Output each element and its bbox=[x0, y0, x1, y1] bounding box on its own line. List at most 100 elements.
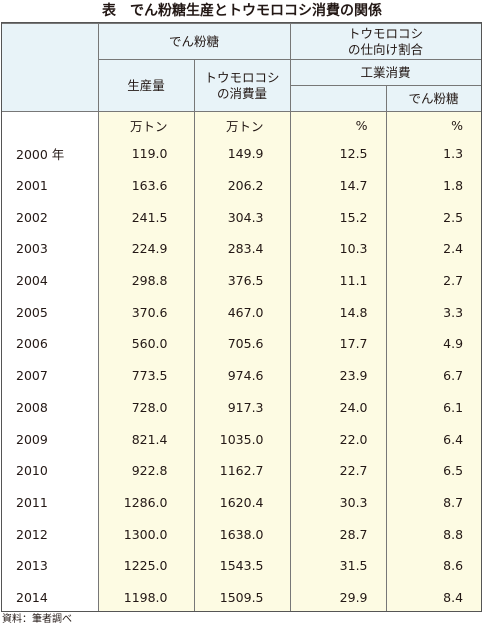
table-row: 2009 821.4 1035.0 22.0 6.4 bbox=[2, 423, 481, 455]
production-cell: 773.5 bbox=[97, 359, 194, 392]
corn-cell: 1162.7 bbox=[193, 454, 291, 487]
unit-starch-share: % bbox=[385, 111, 481, 138]
year-cell: 2008 bbox=[2, 391, 98, 424]
starch-share-cell: 1.3 bbox=[385, 138, 481, 170]
corn-cell: 467.0 bbox=[193, 296, 291, 329]
table-row: 2011 1286.0 1620.4 30.3 8.7 bbox=[2, 486, 481, 519]
production-cell: 1198.0 bbox=[97, 581, 194, 611]
starch-share-cell: 4.9 bbox=[385, 328, 481, 360]
year-cell: 2005 bbox=[2, 296, 98, 329]
corn-cell: 1509.5 bbox=[193, 581, 291, 611]
year-cell: 2014 bbox=[2, 581, 98, 611]
industrial-cell: 11.1 bbox=[289, 264, 387, 297]
industrial-cell: 15.2 bbox=[289, 201, 387, 234]
corn-cell: 1543.5 bbox=[193, 549, 291, 582]
year-cell: 2006 bbox=[2, 328, 98, 360]
table-row: 2010 922.8 1162.7 22.7 6.5 bbox=[2, 454, 481, 487]
industrial-cell: 30.3 bbox=[289, 486, 387, 519]
table-row: 2006 560.0 705.6 17.7 4.9 bbox=[2, 328, 481, 360]
data-table: でん粉糖 トウモロコシ の仕向け割合 生産量 トウモロコシ の消費量 工業消費 … bbox=[2, 23, 481, 611]
table-row: 2005 370.6 467.0 14.8 3.3 bbox=[2, 296, 481, 329]
production-cell: 922.8 bbox=[97, 454, 194, 487]
unit-corn: 万トン bbox=[193, 111, 291, 138]
header-industrial-total bbox=[289, 85, 387, 112]
header-corn-consumption: トウモロコシ の消費量 bbox=[193, 59, 291, 112]
table-header: でん粉糖 トウモロコシ の仕向け割合 生産量 トウモロコシ の消費量 工業消費 … bbox=[2, 23, 481, 112]
industrial-cell: 31.5 bbox=[289, 549, 387, 582]
production-cell: 163.6 bbox=[97, 169, 194, 202]
table-row: 2001 163.6 206.2 14.7 1.8 bbox=[2, 169, 481, 202]
header-industrial: 工業消費 bbox=[289, 59, 481, 86]
year-cell: 2000 年 bbox=[2, 138, 98, 170]
year-cell: 2004 bbox=[2, 264, 98, 297]
starch-share-cell: 6.1 bbox=[385, 391, 481, 424]
year-cell: 2013 bbox=[2, 549, 98, 582]
production-cell: 821.4 bbox=[97, 423, 194, 455]
table-row: 2002 241.5 304.3 15.2 2.5 bbox=[2, 201, 481, 234]
production-cell: 1286.0 bbox=[97, 486, 194, 519]
unit-production: 万トン bbox=[97, 111, 194, 138]
units-row: 万トン 万トン % % bbox=[2, 111, 481, 138]
header-group-corn-share: トウモロコシ の仕向け割合 bbox=[289, 23, 481, 60]
year-cell: 2009 bbox=[2, 423, 98, 455]
year-cell: 2003 bbox=[2, 233, 98, 265]
corn-cell: 1620.4 bbox=[193, 486, 291, 519]
header-group-corn-share-line1: トウモロコシ bbox=[348, 25, 424, 41]
header-production: 生産量 bbox=[97, 59, 195, 112]
corn-cell: 376.5 bbox=[193, 264, 291, 297]
corn-cell: 149.9 bbox=[193, 138, 291, 170]
starch-share-cell: 6.7 bbox=[385, 359, 481, 392]
production-cell: 728.0 bbox=[97, 391, 194, 424]
table-row: 2014 1198.0 1509.5 29.9 8.4 bbox=[2, 581, 481, 611]
industrial-cell: 23.9 bbox=[289, 359, 387, 392]
units-year bbox=[2, 111, 98, 138]
corn-cell: 283.4 bbox=[193, 233, 291, 265]
table-row: 2007 773.5 974.6 23.9 6.7 bbox=[2, 359, 481, 392]
corn-cell: 1035.0 bbox=[193, 423, 291, 455]
header-corn-consumption-line2: の消費量 bbox=[217, 85, 268, 101]
year-cell: 2011 bbox=[2, 486, 98, 519]
table-row: 2003 224.9 283.4 10.3 2.4 bbox=[2, 233, 481, 265]
production-cell: 298.8 bbox=[97, 264, 194, 297]
starch-share-cell: 2.4 bbox=[385, 233, 481, 265]
table-title: 表 でん粉糖生産とトウモロコシ消費の関係 bbox=[102, 3, 382, 19]
corn-cell: 304.3 bbox=[193, 201, 291, 234]
industrial-cell: 29.9 bbox=[289, 581, 387, 611]
header-group-corn-share-line2: の仕向け割合 bbox=[348, 41, 424, 57]
table-row: 2013 1225.0 1543.5 31.5 8.6 bbox=[2, 549, 481, 582]
year-cell: 2001 bbox=[2, 169, 98, 202]
header-group-starch-sugar: でん粉糖 bbox=[97, 23, 291, 60]
production-cell: 224.9 bbox=[97, 233, 194, 265]
corn-cell: 974.6 bbox=[193, 359, 291, 392]
table-row: 2000 年 119.0 149.9 12.5 1.3 bbox=[2, 138, 481, 170]
table-row: 2008 728.0 917.3 24.0 6.1 bbox=[2, 391, 481, 424]
production-cell: 1300.0 bbox=[97, 518, 194, 550]
starch-share-cell: 8.8 bbox=[385, 518, 481, 550]
production-cell: 241.5 bbox=[97, 201, 194, 234]
industrial-cell: 14.8 bbox=[289, 296, 387, 329]
starch-share-cell: 8.4 bbox=[385, 581, 481, 611]
starch-share-cell: 1.8 bbox=[385, 169, 481, 202]
industrial-cell: 22.0 bbox=[289, 423, 387, 455]
industrial-cell: 10.3 bbox=[289, 233, 387, 265]
production-cell: 1225.0 bbox=[97, 549, 194, 582]
corn-cell: 1638.0 bbox=[193, 518, 291, 550]
production-cell: 119.0 bbox=[97, 138, 194, 170]
industrial-cell: 24.0 bbox=[289, 391, 387, 424]
industrial-cell: 14.7 bbox=[289, 169, 387, 202]
table-row: 2012 1300.0 1638.0 28.7 8.8 bbox=[2, 518, 481, 550]
production-cell: 370.6 bbox=[97, 296, 194, 329]
table-row: 2004 298.8 376.5 11.1 2.7 bbox=[2, 264, 481, 297]
unit-industrial: % bbox=[289, 111, 387, 138]
starch-share-cell: 6.4 bbox=[385, 423, 481, 455]
industrial-cell: 12.5 bbox=[289, 138, 387, 170]
header-corner bbox=[2, 23, 99, 112]
starch-share-cell: 2.7 bbox=[385, 264, 481, 297]
starch-share-cell: 8.6 bbox=[385, 549, 481, 582]
starch-share-cell: 2.5 bbox=[385, 201, 481, 234]
starch-share-cell: 3.3 bbox=[385, 296, 481, 329]
year-cell: 2010 bbox=[2, 454, 98, 487]
corn-cell: 705.6 bbox=[193, 328, 291, 360]
data-table-frame: でん粉糖 トウモロコシ の仕向け割合 生産量 トウモロコシ の消費量 工業消費 … bbox=[1, 22, 482, 612]
industrial-cell: 17.7 bbox=[289, 328, 387, 360]
